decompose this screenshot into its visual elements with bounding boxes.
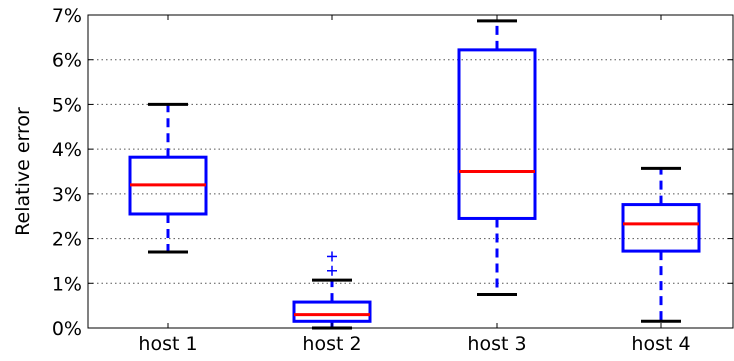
boxes — [128, 19, 701, 330]
x-tick-label: host 2 — [302, 333, 361, 355]
box-4 — [621, 166, 701, 323]
x-tick-label: host 3 — [467, 333, 526, 355]
outlier-marker — [327, 251, 337, 262]
y-axis-label: Relative error — [12, 107, 34, 236]
box-3 — [457, 19, 537, 296]
outlier-marker — [327, 265, 337, 276]
y-tick-label: 3% — [52, 184, 82, 206]
x-tick-label: host 1 — [138, 333, 197, 355]
y-tick-label: 1% — [52, 273, 82, 295]
y-tick-label: 0% — [52, 318, 82, 340]
y-tick-label: 6% — [52, 50, 82, 72]
y-axis-ticks: 0% 1% 2% 3% 4% 5% 6% 7% — [52, 5, 733, 340]
y-tick-label: 2% — [52, 229, 82, 251]
x-axis-ticks: host 1 host 2 host 3 host 4 — [138, 15, 691, 355]
y-tick-label: 4% — [52, 139, 82, 161]
y-tick-label: 7% — [52, 5, 82, 27]
iqr-box — [292, 300, 372, 323]
iqr-box — [457, 48, 537, 220]
y-tick-label: 5% — [52, 94, 82, 116]
plot-frame — [87, 14, 734, 329]
box-1 — [128, 102, 208, 254]
box-2 — [292, 251, 372, 330]
iqr-box — [621, 203, 701, 253]
x-tick-label: host 4 — [631, 333, 690, 355]
